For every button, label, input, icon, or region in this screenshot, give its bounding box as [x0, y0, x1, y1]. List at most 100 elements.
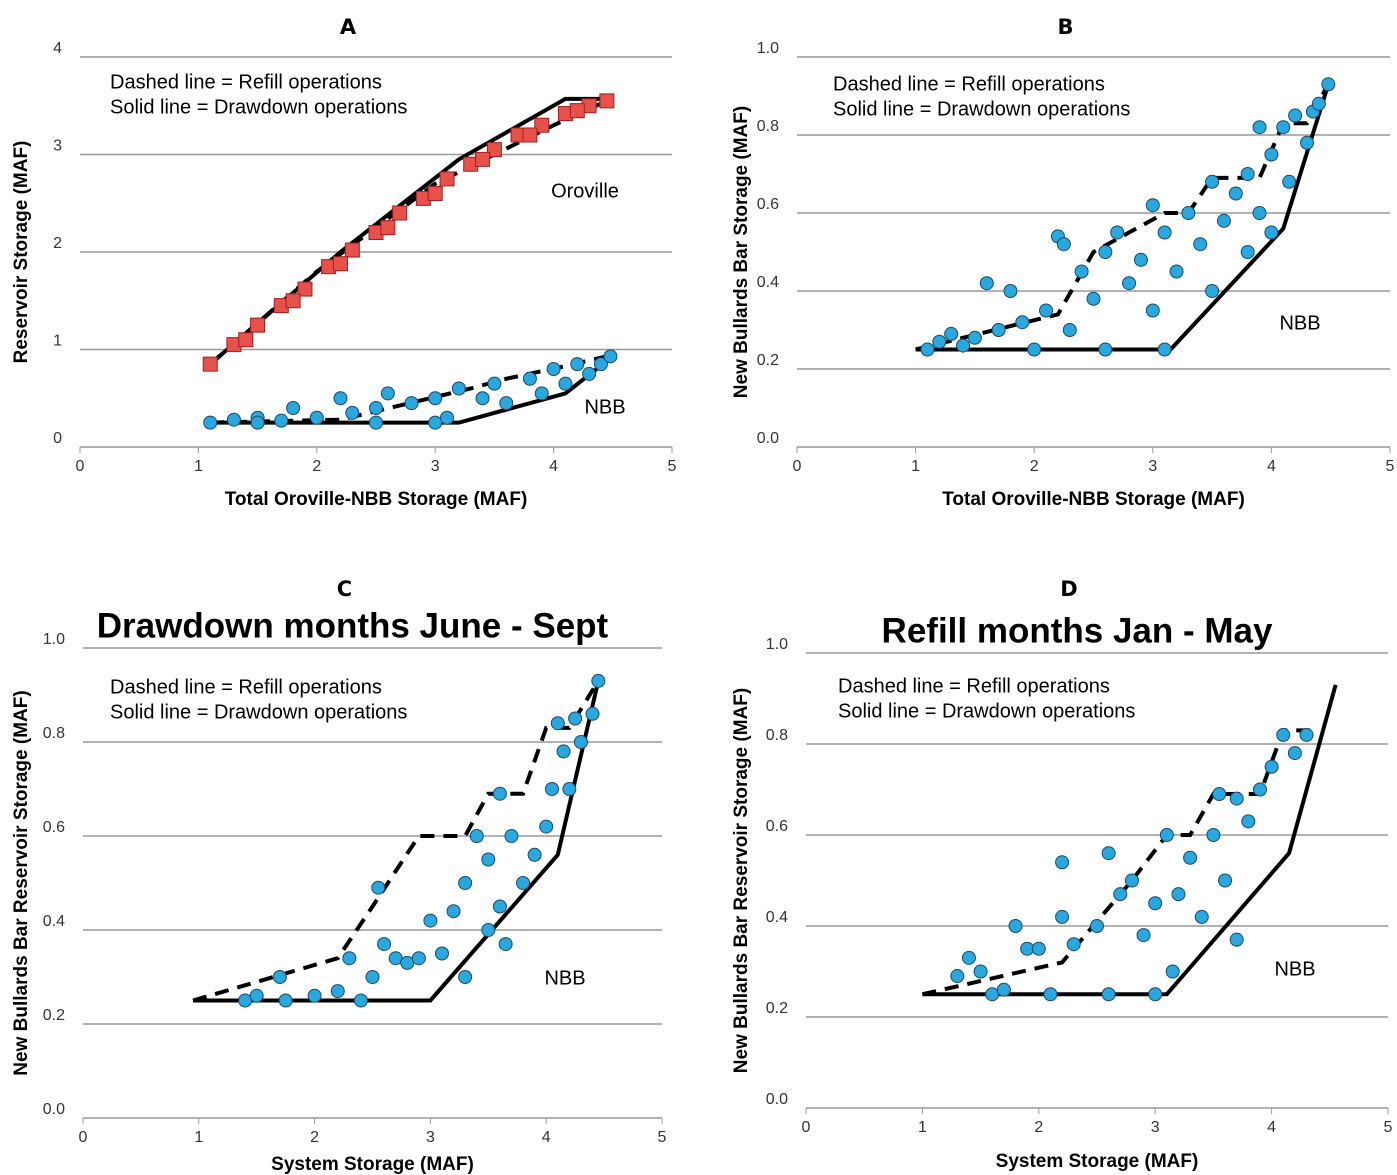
- point: [1074, 264, 1089, 279]
- point: [469, 829, 484, 843]
- y-tick-label: 1.0: [766, 636, 788, 653]
- x-tick-label: 5: [668, 458, 677, 475]
- point: [1321, 77, 1336, 92]
- point: [534, 117, 550, 133]
- point: [1165, 964, 1180, 979]
- point: [1136, 928, 1151, 943]
- point: [568, 711, 583, 726]
- point: [498, 937, 513, 952]
- x-tick-label: 1: [194, 1129, 203, 1146]
- point: [1157, 342, 1172, 357]
- x-tick-label: 4: [542, 1129, 551, 1146]
- point: [1133, 252, 1148, 267]
- series-label: NBB: [584, 396, 625, 418]
- point: [380, 386, 395, 401]
- point: [369, 401, 383, 415]
- point: [428, 391, 443, 406]
- point: [458, 876, 473, 890]
- x-tick-label: 5: [658, 1129, 667, 1146]
- y-tick-label: 0.8: [757, 118, 779, 135]
- point: [1159, 828, 1174, 842]
- point: [556, 744, 571, 759]
- panel-label: B: [1057, 15, 1073, 39]
- note: Dashed line = Refill operations: [833, 73, 1105, 95]
- point: [996, 982, 1011, 997]
- point: [1240, 245, 1255, 259]
- line: [922, 684, 1338, 997]
- note: Solid line = Drawdown operations: [838, 700, 1135, 722]
- point: [562, 782, 577, 796]
- point: [599, 93, 615, 109]
- y-tick-label: 0.6: [43, 819, 65, 836]
- x-tick-label: 3: [426, 1129, 435, 1146]
- y-axis-label: Reservoir Storage (MAF): [11, 141, 32, 364]
- point: [570, 357, 585, 372]
- x-tick-label: 4: [549, 458, 558, 475]
- point: [285, 293, 301, 309]
- x-tick-label: 3: [431, 458, 440, 475]
- y-tick-label: 0.8: [43, 725, 65, 742]
- point: [603, 349, 618, 364]
- point: [1020, 941, 1035, 956]
- x-tick-label: 1: [918, 1119, 927, 1136]
- point: [1181, 206, 1196, 220]
- series-label: NBB: [1274, 958, 1315, 980]
- point: [1056, 237, 1071, 252]
- point: [1241, 814, 1256, 829]
- point: [1101, 846, 1116, 861]
- point: [1276, 120, 1291, 135]
- point: [486, 142, 502, 158]
- x-tick-label: 1: [194, 458, 203, 475]
- x-tick-label: 5: [1384, 1119, 1393, 1136]
- y-tick-label: 3: [53, 138, 62, 155]
- x-tick-label: 2: [312, 458, 321, 475]
- point: [1194, 909, 1209, 924]
- y-tick-label: 4: [53, 40, 62, 57]
- point: [238, 993, 253, 1008]
- y-tick-label: 0.2: [43, 1007, 65, 1024]
- point: [380, 220, 396, 236]
- point: [272, 970, 287, 984]
- point: [1043, 987, 1058, 1002]
- y-tick-label: 0.0: [43, 1101, 65, 1118]
- point: [411, 951, 426, 966]
- x-tick-label: 0: [802, 1119, 811, 1136]
- point: [1216, 213, 1231, 228]
- x-tick-label: 2: [1034, 1119, 1043, 1136]
- point: [297, 281, 313, 297]
- point: [1218, 873, 1233, 888]
- point: [427, 186, 443, 201]
- x-tick-label: 1: [911, 458, 920, 475]
- point: [1240, 167, 1255, 181]
- point: [1228, 186, 1243, 201]
- point: [400, 955, 415, 970]
- point: [527, 847, 542, 862]
- point: [950, 969, 965, 984]
- point: [365, 970, 380, 984]
- point: [593, 357, 608, 372]
- x-tick-label: 0: [793, 458, 802, 475]
- point: [377, 937, 392, 952]
- y-tick-label: 1: [53, 333, 62, 350]
- panel-label: C: [337, 577, 352, 601]
- y-tick-label: 0.2: [757, 352, 779, 369]
- point: [504, 829, 519, 843]
- point: [492, 786, 507, 801]
- point: [1205, 284, 1220, 298]
- y-tick-label: 2: [53, 235, 62, 252]
- point: [1110, 225, 1125, 240]
- point: [439, 171, 455, 187]
- y-axis-label: New Bullards Bar Reservoir Storage (MAF): [731, 688, 752, 1073]
- point: [1287, 746, 1302, 761]
- point: [539, 819, 554, 834]
- note: Dashed line = Refill operations: [838, 675, 1110, 697]
- point: [1252, 206, 1267, 220]
- y-tick-label: 0.4: [766, 909, 788, 926]
- line: [915, 83, 1331, 352]
- y-tick-label: 0.2: [766, 1000, 788, 1017]
- x-tick-label: 5: [1386, 458, 1395, 475]
- series-label: Oroville: [551, 180, 619, 202]
- point: [475, 151, 491, 167]
- point: [238, 332, 254, 348]
- point: [492, 899, 507, 914]
